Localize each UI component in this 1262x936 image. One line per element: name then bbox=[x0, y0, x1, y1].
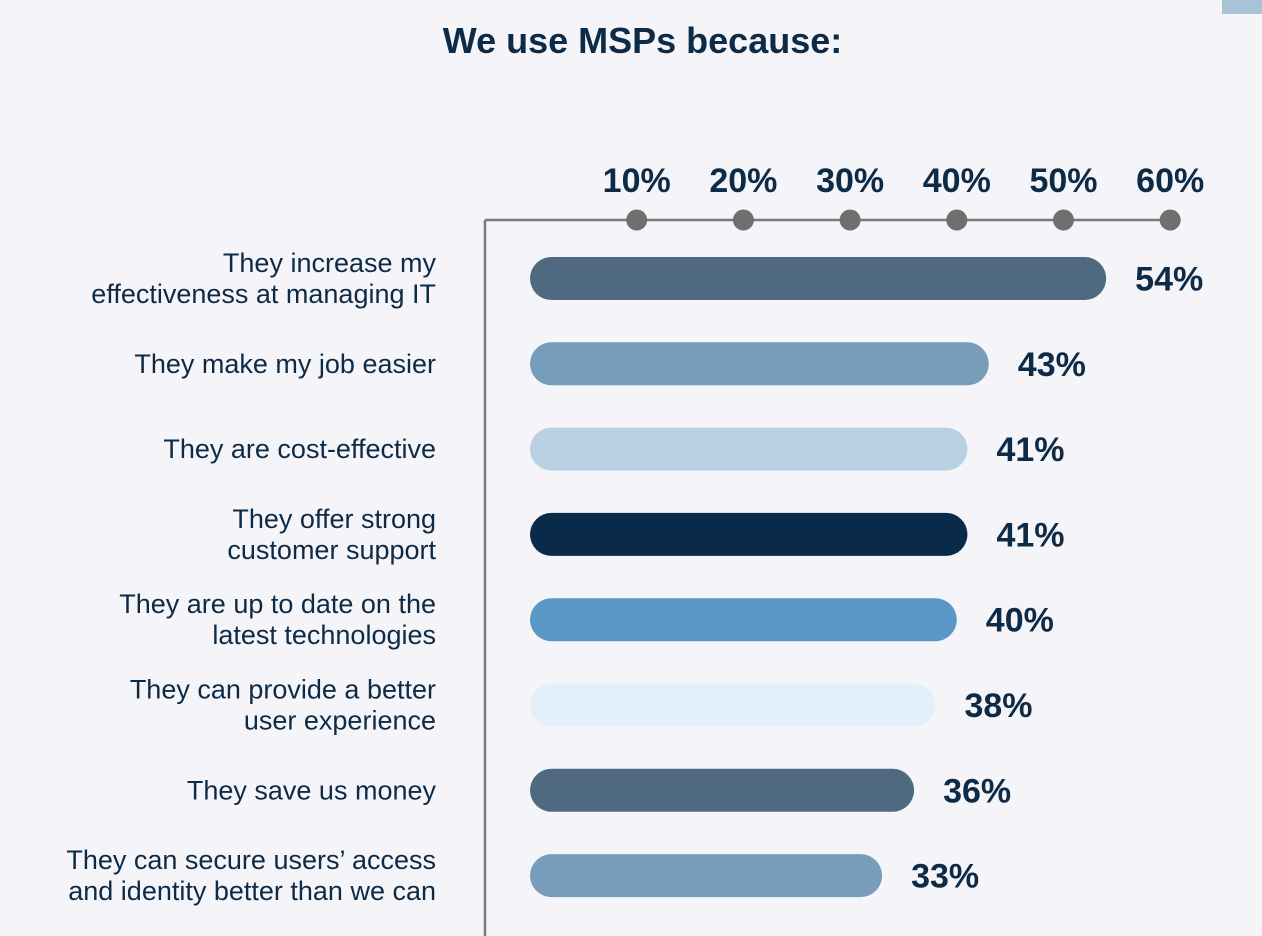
category-label: They can secure users’ access bbox=[66, 845, 436, 875]
value-label: 38% bbox=[964, 687, 1032, 725]
x-tick-dot bbox=[839, 209, 861, 231]
category-label: They increase my bbox=[223, 248, 437, 278]
category-label: They are cost-effective bbox=[163, 434, 436, 464]
x-tick-dot bbox=[626, 209, 648, 231]
value-label: 36% bbox=[943, 772, 1011, 810]
category-label: latest technologies bbox=[212, 620, 436, 650]
category-label: customer support bbox=[227, 535, 436, 565]
category-label: user experience bbox=[244, 706, 436, 736]
bar bbox=[530, 598, 957, 642]
x-tick-label: 60% bbox=[1136, 162, 1204, 200]
bar bbox=[530, 768, 915, 812]
x-tick-dot bbox=[946, 209, 968, 231]
x-tick-dot bbox=[732, 209, 754, 231]
bar bbox=[530, 342, 989, 386]
category-label: They save us money bbox=[187, 775, 437, 805]
x-tick-label: 20% bbox=[709, 162, 777, 200]
x-tick-label: 10% bbox=[603, 162, 671, 200]
value-label: 33% bbox=[911, 858, 979, 896]
chart-title: We use MSPs because: bbox=[442, 20, 843, 61]
category-label: effectiveness at managing IT bbox=[91, 279, 436, 309]
category-label: They make my job easier bbox=[134, 349, 436, 379]
corner-accent bbox=[1222, 0, 1262, 14]
value-label: 41% bbox=[996, 431, 1064, 469]
bar bbox=[530, 427, 968, 471]
x-tick-label: 40% bbox=[923, 162, 991, 200]
category-label: They can provide a better bbox=[130, 675, 436, 705]
bar bbox=[530, 257, 1107, 300]
value-label: 54% bbox=[1135, 261, 1203, 299]
x-tick-label: 30% bbox=[816, 162, 884, 200]
x-tick-dot bbox=[1159, 209, 1181, 231]
category-label: They offer strong bbox=[232, 504, 436, 534]
x-tick-label: 50% bbox=[1029, 162, 1097, 200]
bar bbox=[530, 683, 936, 727]
value-label: 40% bbox=[986, 602, 1054, 640]
bar bbox=[530, 512, 968, 556]
value-label: 41% bbox=[996, 516, 1064, 554]
category-label: and identity better than we can bbox=[68, 876, 436, 906]
x-tick-dot bbox=[1053, 209, 1074, 231]
category-label: They are up to date on the bbox=[119, 589, 436, 619]
value-label: 43% bbox=[1018, 346, 1086, 384]
bar bbox=[530, 854, 883, 898]
